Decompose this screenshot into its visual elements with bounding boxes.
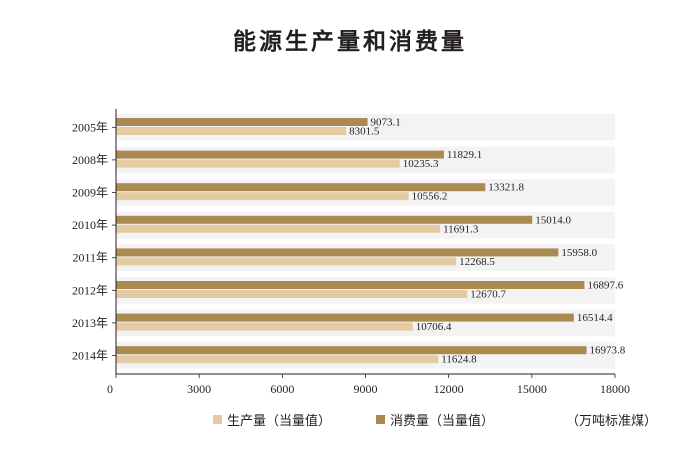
x-tick-label: 6000 [270, 382, 294, 396]
y-tick-label: 2012年 [72, 283, 108, 297]
x-tick-label: 9000 [354, 382, 378, 396]
data-label-production: 8301.5 [349, 126, 380, 138]
y-tick-label: 2013年 [72, 316, 108, 330]
y-tick-label: 2010年 [72, 218, 108, 232]
chart-legend: 生产量（当量值） 消费量（当量值） （万吨标准煤） [0, 404, 700, 429]
y-tick-label: 2005年 [72, 120, 108, 134]
legend-item-consumption: 消费量（当量值） [376, 410, 494, 429]
legend-label-consumption: 消费量（当量值） [390, 414, 495, 429]
data-label-production: 12670.7 [470, 289, 506, 301]
bar-production [116, 257, 457, 266]
data-label-production: 10706.4 [416, 321, 452, 333]
y-tick-label: 2011年 [72, 251, 108, 265]
data-label-production: 11691.3 [443, 223, 479, 235]
x-tick-label: 3000 [187, 382, 211, 396]
y-tick-label: 2009年 [72, 186, 108, 200]
bar-production [116, 224, 441, 233]
bar-production [116, 192, 409, 201]
data-label-production: 10235.3 [403, 158, 439, 170]
bar-consumption [116, 118, 368, 126]
bar-consumption [116, 313, 574, 322]
legend-swatch-production [213, 415, 222, 424]
data-label-consumption: 16514.4 [577, 312, 613, 324]
unit-label: （万吨标准煤） [566, 414, 658, 429]
x-tick-label: 18000 [600, 382, 630, 396]
x-tick-label: 15000 [517, 382, 547, 396]
data-label-consumption: 16973.8 [590, 345, 626, 357]
data-label-consumption: 11829.1 [447, 149, 482, 161]
legend-swatch-consumption [376, 415, 385, 424]
bar-consumption [116, 281, 585, 289]
bar-consumption [116, 215, 533, 224]
data-label-production: 12268.5 [459, 256, 495, 268]
data-label-production: 10556.2 [412, 191, 448, 203]
bar-production [116, 127, 347, 135]
bar-production [116, 290, 468, 298]
y-tick-label: 2008年 [72, 153, 108, 167]
bar-consumption [116, 346, 587, 355]
data-label-consumption: 9073.1 [371, 117, 401, 129]
x-tick-label: 12000 [434, 382, 464, 396]
y-tick-label: 2014年 [72, 349, 108, 363]
data-label-consumption: 15014.0 [535, 214, 571, 226]
data-label-production: 11624.8 [441, 354, 477, 366]
chart-title: 能源生产量和消费量 [233, 29, 467, 55]
legend-item-production: 生产量（当量值） [213, 410, 331, 429]
data-label-consumption: 13321.8 [488, 182, 524, 194]
bar-consumption [116, 150, 444, 159]
bar-production [116, 159, 400, 168]
data-label-consumption: 16897.6 [587, 280, 623, 292]
data-label-consumption: 15958.0 [561, 247, 597, 259]
bar-production [116, 355, 439, 364]
legend-label-production: 生产量（当量值） [227, 414, 332, 429]
bar-production [116, 322, 413, 331]
x-tick-label: 0 [107, 382, 113, 396]
bar-consumption [116, 248, 559, 257]
bar-consumption [116, 183, 486, 192]
